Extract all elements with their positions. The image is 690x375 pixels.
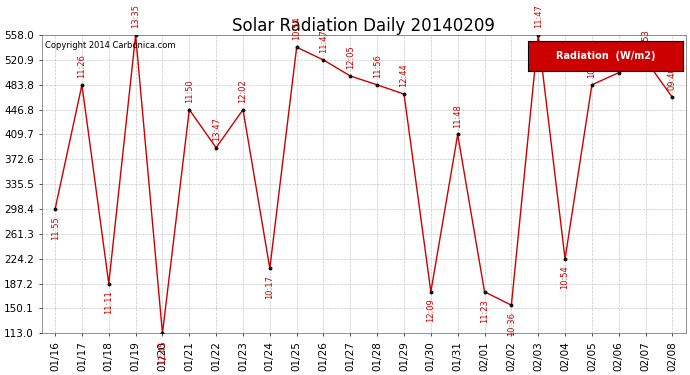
Point (425, 289, 436, 295)
Point (130, 32, 141, 38)
Point (157, 330, 168, 336)
Text: 10:54: 10:54 (560, 266, 569, 290)
Text: 12:09: 12:09 (426, 299, 435, 322)
Text: 12:05: 12:05 (346, 45, 355, 69)
Text: 10:54: 10:54 (292, 16, 301, 40)
Point (372, 82, 383, 88)
Text: 10:36: 10:36 (507, 312, 516, 336)
Text: 11:47: 11:47 (319, 29, 328, 53)
Text: 11:47: 11:47 (533, 4, 543, 28)
Text: 13:35: 13:35 (131, 4, 140, 28)
Point (613, 70, 624, 76)
Point (50, 206, 61, 212)
Point (77, 82, 88, 88)
Text: 11:11: 11:11 (104, 291, 113, 314)
Point (533, 32, 544, 38)
Text: 11:50: 11:50 (185, 79, 194, 103)
Text: 11:55: 11:55 (50, 216, 59, 240)
Point (264, 266, 275, 272)
Text: 11:56: 11:56 (373, 54, 382, 78)
Text: 11:26: 11:26 (77, 54, 86, 78)
Text: 12:45: 12:45 (158, 340, 167, 364)
Point (586, 82, 598, 88)
Point (291, 44, 302, 50)
Point (452, 132, 463, 138)
Point (667, 94, 678, 100)
Point (184, 106, 195, 112)
Text: 11:48: 11:48 (453, 104, 462, 128)
Point (104, 280, 115, 286)
Text: 13:47: 13:47 (212, 117, 221, 141)
Point (237, 106, 248, 112)
Title: Solar Radiation Daily 20140209: Solar Radiation Daily 20140209 (233, 17, 495, 35)
Point (479, 289, 490, 295)
Text: 10:26: 10:26 (587, 54, 596, 78)
Text: 12:44: 12:44 (400, 63, 408, 87)
Point (345, 73, 356, 79)
Point (560, 256, 571, 262)
Point (640, 57, 651, 63)
Text: 11:53: 11:53 (614, 42, 623, 66)
Point (506, 302, 517, 308)
Text: Copyright 2014 Carbonica.com: Copyright 2014 Carbonica.com (45, 41, 175, 50)
Text: 11:53: 11:53 (641, 29, 650, 53)
Point (210, 145, 221, 151)
Text: 09:40: 09:40 (668, 67, 677, 90)
Text: 12:02: 12:02 (239, 79, 248, 103)
Text: 11:23: 11:23 (480, 299, 489, 322)
Text: 10:17: 10:17 (266, 275, 275, 299)
Point (399, 91, 410, 97)
Point (318, 57, 329, 63)
